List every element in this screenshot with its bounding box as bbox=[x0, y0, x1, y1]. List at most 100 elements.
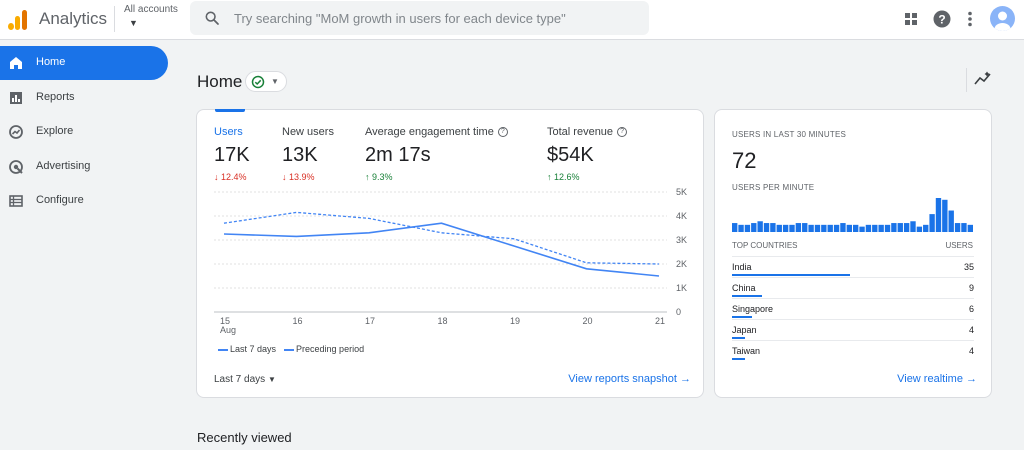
per-minute-bar bbox=[865, 224, 872, 232]
arrow-right-icon: → bbox=[966, 373, 977, 385]
per-minute-bar bbox=[814, 224, 821, 232]
country-row[interactable]: China 9 bbox=[732, 277, 974, 298]
date-range-dropdown[interactable]: Last 7 days ▼ bbox=[214, 374, 276, 385]
overview-card: Users 17K ↓ 12.4% New users 13K ↓ 13.9% … bbox=[196, 109, 704, 398]
sidebar-item-home[interactable]: Home bbox=[0, 46, 168, 80]
per-minute-bar bbox=[738, 224, 744, 232]
metric-tab-engagement-time[interactable]: Average engagement time? 2m 17s ↑ 9.3% bbox=[365, 126, 508, 182]
country-users: 4 bbox=[968, 325, 974, 335]
per-minute-bar bbox=[878, 224, 884, 232]
country-bar bbox=[732, 337, 746, 339]
metric-tab-total-revenue[interactable]: Total revenue? $54K ↑ 12.6% bbox=[547, 126, 628, 182]
home-icon bbox=[10, 57, 22, 69]
x-tick-sublabel: Aug bbox=[220, 325, 236, 335]
help-icon[interactable]: ? bbox=[617, 127, 628, 137]
per-minute-bar bbox=[776, 224, 782, 232]
top-bar: Analytics All accounts ▼ Try searching "… bbox=[0, 0, 1024, 40]
country-name: China bbox=[732, 283, 756, 293]
view-realtime-link[interactable]: View realtime → bbox=[897, 373, 977, 385]
search-placeholder: Try searching "MoM growth in users for e… bbox=[234, 11, 566, 26]
caret-down-icon[interactable]: ▼ bbox=[129, 18, 138, 28]
country-bar bbox=[732, 295, 763, 297]
country-name: Singapore bbox=[732, 304, 774, 314]
sidebar-item-label: Reports bbox=[36, 91, 75, 103]
country-bar bbox=[732, 274, 850, 276]
x-tick-label: 18 bbox=[438, 316, 448, 326]
per-minute-bar bbox=[961, 223, 967, 232]
per-minute-bar bbox=[840, 223, 846, 232]
per-minute-bar bbox=[833, 224, 840, 232]
metric-label: Average engagement time? bbox=[365, 126, 508, 138]
metric-value: 13K bbox=[282, 144, 318, 166]
per-minute-bar bbox=[782, 224, 789, 232]
realtime-users-label: USERS IN LAST 30 MINUTES bbox=[732, 130, 847, 139]
sidebar-item-label: Explore bbox=[36, 125, 74, 137]
per-minute-bar bbox=[763, 223, 770, 232]
metric-label: Users bbox=[214, 126, 243, 138]
view-reports-snapshot-link[interactable]: View reports snapshot → bbox=[568, 373, 691, 385]
realtime-card: USERS IN LAST 30 MINUTES 72 USERS PER MI… bbox=[714, 109, 992, 398]
x-tick-label: 17 bbox=[365, 316, 375, 326]
arrow-up-icon: ↑ bbox=[365, 172, 373, 182]
sidebar-item-advertising[interactable]: Advertising bbox=[0, 150, 168, 184]
per-minute-bar bbox=[744, 224, 751, 232]
per-minute-bar bbox=[770, 223, 776, 232]
users-line-chart: 5K 4K 3K 2K 1K 0 15 16 17 18 19 20 21 Aug bbox=[214, 187, 687, 335]
x-tick-label: 21 bbox=[655, 316, 665, 326]
search-bar[interactable]: Try searching "MoM growth in users for e… bbox=[190, 1, 649, 35]
sidebar-item-explore[interactable]: Explore bbox=[0, 115, 168, 149]
sidebar: Home Reports Explore Advertising Configu… bbox=[0, 41, 175, 450]
explore-icon bbox=[9, 125, 23, 139]
metric-tab-new-users[interactable]: New users 13K ↓ 13.9% bbox=[282, 126, 334, 182]
per-minute-bar bbox=[821, 224, 827, 232]
sidebar-item-configure[interactable]: Configure bbox=[0, 184, 168, 218]
per-minute-bar bbox=[808, 224, 814, 232]
page-title: Home bbox=[197, 72, 243, 91]
sidebar-item-reports[interactable]: Reports bbox=[0, 81, 168, 115]
sidebar-item-label: Home bbox=[36, 56, 66, 68]
metric-change: ↓ 13.9% bbox=[282, 172, 315, 182]
country-row[interactable]: Singapore 6 bbox=[732, 298, 974, 319]
users-per-minute-label: USERS PER MINUTE bbox=[732, 183, 815, 192]
per-minute-bar bbox=[916, 226, 923, 232]
advertising-icon bbox=[9, 160, 23, 174]
avatar[interactable] bbox=[990, 6, 1015, 31]
account-selector-label[interactable]: All accounts bbox=[124, 4, 178, 15]
series-line-preceding bbox=[223, 211, 660, 265]
more-vert-icon[interactable] bbox=[960, 9, 980, 29]
country-row[interactable]: India 35 bbox=[732, 256, 974, 277]
metric-change: ↑ 12.6% bbox=[547, 172, 580, 182]
per-minute-bar bbox=[942, 199, 948, 232]
apps-grid-icon[interactable] bbox=[901, 9, 921, 29]
country-users: 6 bbox=[968, 304, 974, 314]
analytics-logo[interactable] bbox=[8, 8, 30, 30]
insights-icon[interactable] bbox=[974, 71, 992, 87]
x-tick-label: 15 bbox=[220, 316, 230, 326]
y-tick-label: 5K bbox=[676, 187, 687, 197]
legend-item: Preceding period bbox=[284, 344, 364, 354]
app-title[interactable]: Analytics bbox=[39, 9, 108, 28]
per-minute-bar bbox=[795, 223, 802, 232]
per-minute-bar bbox=[859, 226, 865, 232]
help-icon[interactable]: ? bbox=[497, 127, 508, 137]
per-minute-bar bbox=[897, 223, 903, 232]
country-row[interactable]: Taiwan 4 bbox=[732, 340, 974, 361]
chart-legend: Last 7 days Preceding period bbox=[218, 344, 364, 354]
country-users: 9 bbox=[968, 283, 974, 293]
per-minute-bar bbox=[884, 224, 891, 232]
y-tick-label: 0 bbox=[676, 307, 681, 317]
country-name: India bbox=[732, 262, 752, 272]
metric-change: ↓ 12.4% bbox=[214, 172, 247, 182]
y-tick-label: 1K bbox=[676, 283, 687, 293]
top-countries-header: TOP COUNTRIES bbox=[732, 241, 798, 250]
svg-text:?: ? bbox=[938, 13, 945, 27]
per-minute-bar bbox=[802, 223, 808, 232]
country-row[interactable]: Japan 4 bbox=[732, 319, 974, 340]
metric-tab-users[interactable]: Users 17K ↓ 12.4% bbox=[214, 126, 250, 182]
country-bar bbox=[732, 316, 753, 318]
help-icon[interactable]: ? bbox=[932, 9, 952, 29]
status-chip[interactable]: ▼ bbox=[245, 71, 287, 92]
x-tick-label: 16 bbox=[293, 316, 303, 326]
recently-viewed-title: Recently viewed bbox=[197, 430, 292, 445]
legend-item: Last 7 days bbox=[218, 344, 276, 354]
